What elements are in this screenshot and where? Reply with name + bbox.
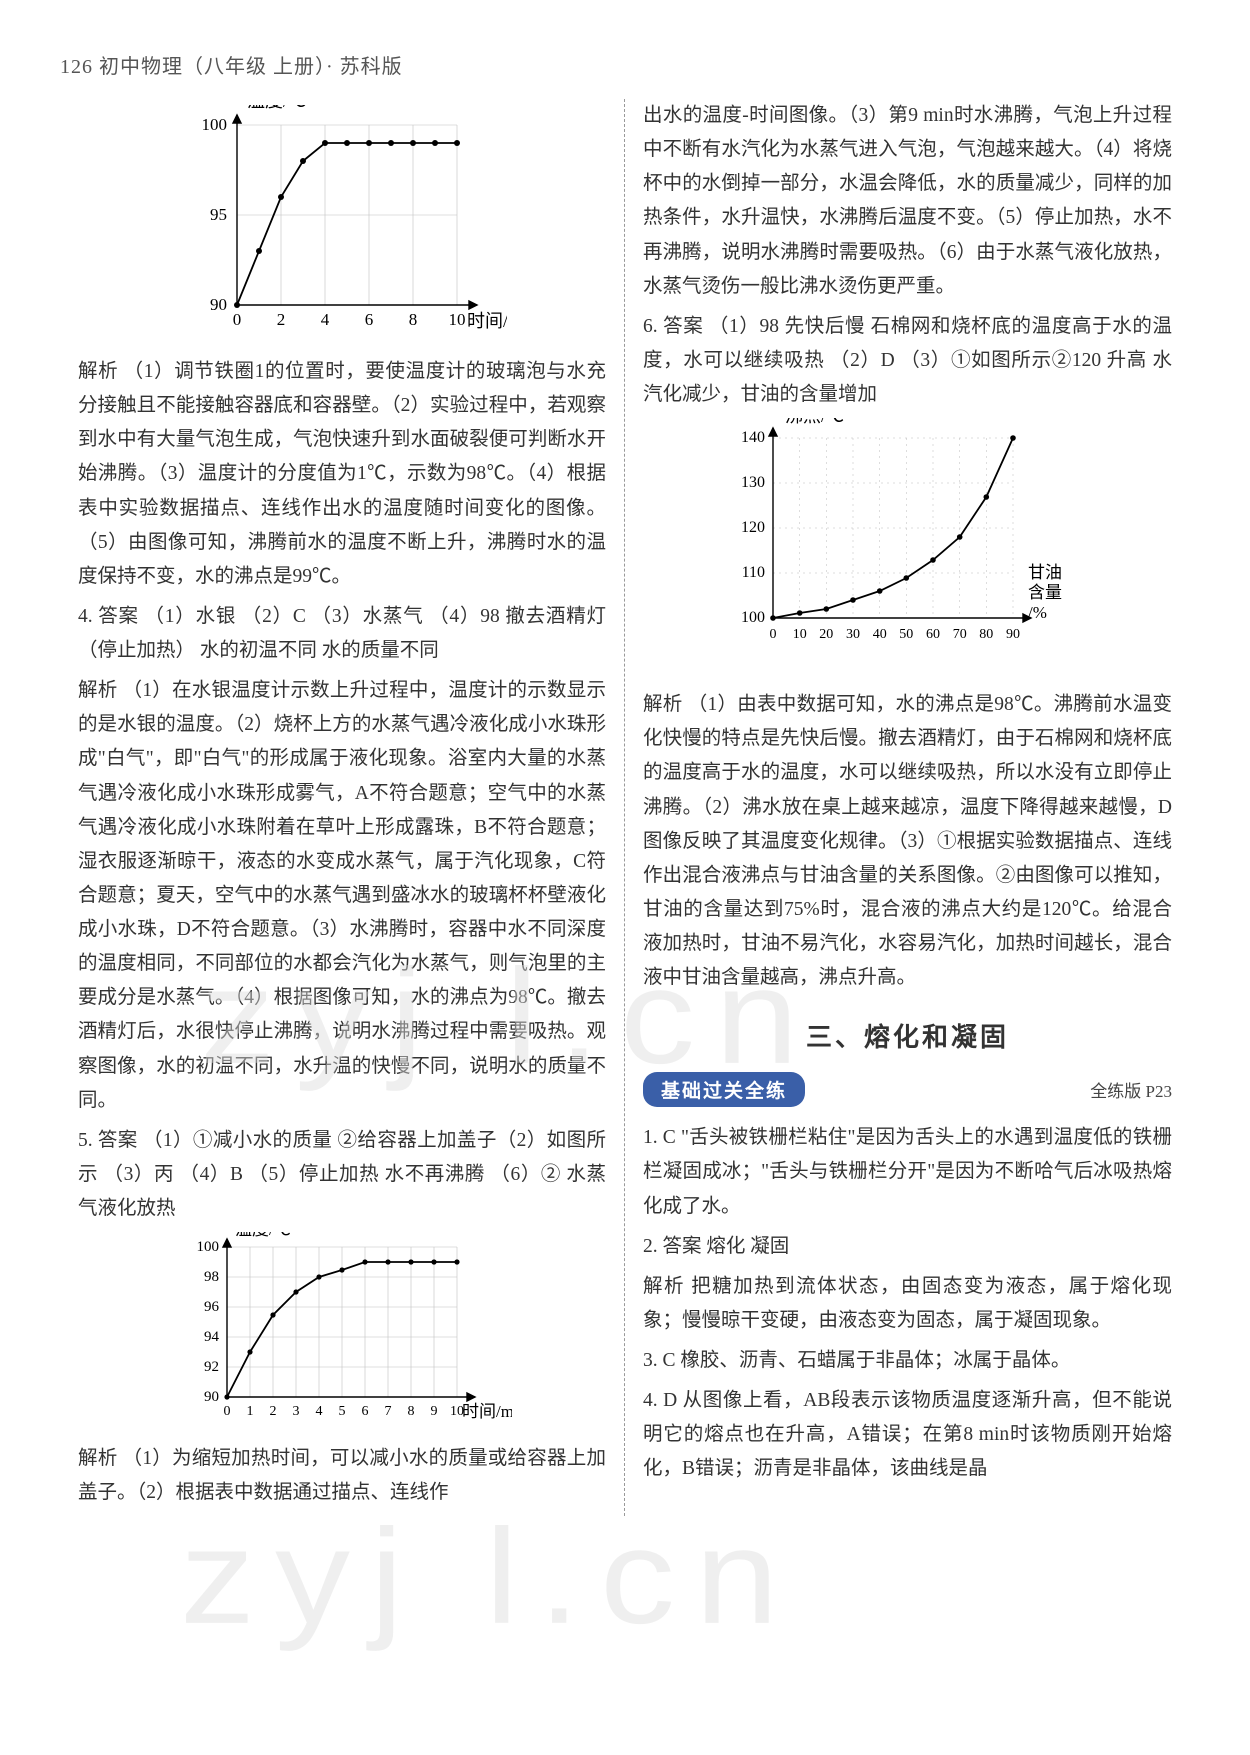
svg-text:2: 2: [270, 1404, 277, 1419]
svg-text:110: 110: [741, 564, 764, 581]
chart-3-wrap: 100 110 120 130 140 0 10 20 30 40 50 60 …: [643, 418, 1172, 678]
q2-head: 2. 答案 熔化 凝固: [643, 1230, 1172, 1264]
svg-text:0: 0: [233, 310, 242, 329]
svg-text:/%: /%: [1028, 603, 1047, 622]
two-column-layout: 90 95 100 0 2 4 6 8 10: [60, 99, 1190, 1516]
watermark-2: zyj l.cn: [180, 1499, 798, 1655]
chart-3: 100 110 120 130 140 0 10 20 30 40 50 60 …: [708, 418, 1108, 678]
svg-text:0: 0: [224, 1404, 231, 1419]
svg-text:1: 1: [247, 1404, 254, 1419]
svg-text:沸点/℃: 沸点/℃: [785, 418, 844, 426]
svg-text:98: 98: [204, 1269, 219, 1285]
answer-4-head: 4. 答案 （1）水银 （2）C （3）水蒸气 （4）98 撤去酒精灯（停止加热…: [78, 600, 606, 668]
svg-text:95: 95: [210, 205, 227, 224]
page-number: 126: [60, 56, 93, 78]
chart-1: 90 95 100 0 2 4 6 8 10: [177, 105, 507, 345]
svg-text:时间/min: 时间/min: [467, 311, 507, 331]
svg-text:90: 90: [1006, 627, 1020, 642]
svg-text:5: 5: [339, 1404, 346, 1419]
page-ref: 全练版 P23: [1090, 1077, 1172, 1102]
svg-text:96: 96: [204, 1299, 220, 1315]
q3: 3. C 橡胶、沥青、石蜡属于非晶体；冰属于晶体。: [643, 1344, 1172, 1378]
svg-text:50: 50: [899, 627, 913, 642]
chart-2-wrap: 90 92 94 96 98 100 0 1 2 3 4 5 6 7 8 9 1: [78, 1232, 606, 1432]
svg-text:80: 80: [979, 627, 993, 642]
q2-body: 解析 把糖加热到流体状态，由固态变为液态，属于熔化现象；慢慢晾干变硬，由液态变为…: [643, 1270, 1172, 1338]
svg-text:3: 3: [293, 1404, 300, 1419]
svg-text:7: 7: [385, 1404, 392, 1419]
book-title: 初中物理（八年级 上册）· 苏科版: [99, 56, 403, 78]
svg-text:70: 70: [952, 627, 966, 642]
left-column: 90 95 100 0 2 4 6 8 10: [60, 99, 625, 1516]
svg-text:8: 8: [408, 1404, 415, 1419]
svg-text:100: 100: [202, 115, 228, 134]
page-header: 126 初中物理（八年级 上册）· 苏科版: [60, 50, 1190, 79]
chart-1-wrap: 90 95 100 0 2 4 6 8 10: [78, 105, 606, 345]
svg-text:6: 6: [365, 310, 374, 329]
svg-text:120: 120: [741, 519, 765, 536]
svg-text:含量: 含量: [1028, 583, 1062, 602]
q1: 1. C "舌头被铁栅栏粘住"是因为舌头上的水遇到温度低的铁栅栏凝固成冰；"舌头…: [643, 1121, 1172, 1223]
svg-text:甘油: 甘油: [1028, 563, 1062, 582]
svg-text:94: 94: [204, 1329, 220, 1345]
pill-row: 基础过关全练 全练版 P23: [643, 1072, 1172, 1107]
section-title: 三、熔化和凝固: [643, 1017, 1172, 1054]
analysis-6: 解析 （1）由表中数据可知，水的沸点是98℃。沸腾前水温变化快慢的特点是先快后慢…: [643, 688, 1172, 995]
svg-text:140: 140: [741, 429, 765, 446]
right-p1: 出水的温度-时间图像。（3）第9 min时水沸腾，气泡上升过程中不断有水汽化为水…: [643, 99, 1172, 304]
svg-text:20: 20: [819, 627, 833, 642]
svg-text:90: 90: [204, 1389, 219, 1405]
svg-text:130: 130: [741, 474, 765, 491]
svg-text:30: 30: [846, 627, 860, 642]
analysis-3: 解析 （1）调节铁圈1的位置时，要使温度计的玻璃泡与水充分接触且不能接触容器底和…: [78, 355, 606, 594]
svg-text:2: 2: [277, 310, 286, 329]
svg-text:4: 4: [316, 1404, 323, 1419]
svg-text:4: 4: [321, 310, 330, 329]
chart-2: 90 92 94 96 98 100 0 1 2 3 4 5 6 7 8 9 1: [172, 1232, 512, 1432]
answer-5-head: 5. 答案 （1）①减小水的质量 ②给容器上加盖子（2）如图所示 （3）丙 （4…: [78, 1124, 606, 1226]
svg-text:90: 90: [210, 295, 227, 314]
svg-text:温度/℃: 温度/℃: [247, 105, 306, 111]
q4: 4. D 从图像上看，AB段表示该物质温度逐渐升高，但不能说明它的熔点也在升高，…: [643, 1384, 1172, 1486]
svg-text:92: 92: [204, 1359, 219, 1375]
svg-text:40: 40: [872, 627, 886, 642]
svg-text:10: 10: [792, 627, 806, 642]
answer-4-body: 解析 （1）在水银温度计示数上升过程中，温度计的示数显示的是水银的温度。（2）烧…: [78, 674, 606, 1118]
analysis-5: 解析 （1）为缩短加热时间，可以减小水的质量或给容器上加盖子。（2）根据表中数据…: [78, 1442, 606, 1510]
svg-text:10: 10: [449, 310, 466, 329]
svg-text:8: 8: [409, 310, 418, 329]
answer-6-head: 6. 答案 （1）98 先快后慢 石棉网和烧杯底的温度高于水的温度，水可以继续吸…: [643, 310, 1172, 412]
svg-text:100: 100: [197, 1239, 220, 1255]
svg-text:6: 6: [362, 1404, 369, 1419]
svg-text:100: 100: [741, 609, 765, 626]
svg-text:0: 0: [769, 627, 776, 642]
svg-text:60: 60: [926, 627, 940, 642]
practice-pill: 基础过关全练: [643, 1072, 805, 1107]
svg-text:9: 9: [431, 1404, 438, 1419]
svg-text:温度/℃: 温度/℃: [235, 1232, 291, 1239]
right-column: 出水的温度-时间图像。（3）第9 min时水沸腾，气泡上升过程中不断有水汽化为水…: [625, 99, 1190, 1516]
svg-text:时间/min: 时间/min: [462, 1402, 512, 1421]
